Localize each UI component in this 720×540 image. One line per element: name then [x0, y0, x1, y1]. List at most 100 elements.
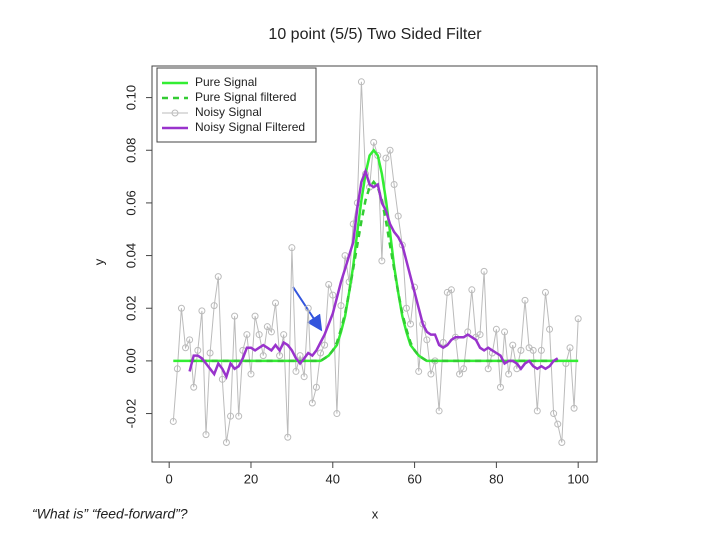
- series-point: [435, 407, 443, 415]
- annotation-arrow: [292, 286, 323, 332]
- series-point: [521, 296, 529, 304]
- legend-label: Noisy Signal: [195, 105, 262, 119]
- series-point: [378, 257, 386, 265]
- series-point: [492, 325, 500, 333]
- series-point: [267, 328, 275, 336]
- y-tick-label: 0.08: [123, 138, 138, 163]
- series-point: [574, 315, 582, 323]
- series-point: [333, 410, 341, 418]
- series-point: [169, 417, 177, 425]
- series-point: [566, 344, 574, 352]
- series-point: [468, 286, 476, 294]
- series-point: [415, 367, 423, 375]
- legend: [156, 67, 317, 143]
- series-point: [206, 349, 214, 357]
- series-point: [173, 365, 181, 373]
- x-tick-label: 80: [489, 471, 503, 486]
- series-point: [284, 433, 292, 441]
- series-point: [390, 180, 398, 188]
- series-point: [439, 338, 447, 346]
- series-point: [235, 412, 243, 420]
- series-point: [382, 154, 390, 162]
- series-point: [541, 288, 549, 296]
- x-axis-label: x: [372, 506, 379, 521]
- series-point: [325, 281, 333, 289]
- series-point: [288, 244, 296, 252]
- series-point: [329, 291, 337, 299]
- series-point: [304, 304, 312, 312]
- series-point: [296, 352, 304, 360]
- y-axis-label: y: [91, 258, 106, 265]
- series-line: [172, 81, 579, 443]
- legend-label: Noisy Signal Filtered: [195, 120, 305, 134]
- series-point: [496, 383, 504, 391]
- series-point: [300, 373, 308, 381]
- y-tick-label: -0.02: [123, 399, 138, 429]
- series-point: [406, 320, 414, 328]
- legend-label: Pure Signal: [195, 75, 257, 89]
- series-point: [190, 383, 198, 391]
- series-point: [550, 410, 558, 418]
- series-point: [570, 404, 578, 412]
- series-point: [321, 341, 329, 349]
- series-point: [222, 439, 230, 447]
- series-point: [456, 370, 464, 378]
- series-point: [537, 346, 545, 354]
- series-point: [476, 331, 484, 339]
- y-tick-label: 0.02: [123, 296, 138, 321]
- series-line: [188, 167, 559, 380]
- series-point: [386, 146, 394, 154]
- series-point: [308, 399, 316, 407]
- series-point: [263, 323, 271, 331]
- series-point: [394, 212, 402, 220]
- series-point: [210, 302, 218, 310]
- series-point: [255, 331, 263, 339]
- legend-label: Pure Signal filtered: [195, 90, 296, 104]
- x-tick-label: 20: [244, 471, 258, 486]
- series-point: [182, 344, 190, 352]
- series-point: [480, 267, 488, 275]
- series-point: [484, 365, 492, 373]
- series-point: [509, 341, 517, 349]
- series-point: [243, 331, 251, 339]
- series-point: [546, 325, 554, 333]
- series-point: [370, 138, 378, 146]
- series-point: [533, 407, 541, 415]
- series-point: [292, 367, 300, 375]
- series-point: [276, 352, 284, 360]
- legend-marker: [171, 109, 179, 117]
- series-point: [558, 439, 566, 447]
- series-point: [501, 328, 509, 336]
- series-point: [402, 304, 410, 312]
- series-point: [251, 312, 259, 320]
- series-point: [186, 336, 194, 344]
- series-point: [357, 78, 365, 86]
- y-tick-label: 0.06: [123, 190, 138, 215]
- series-point: [280, 331, 288, 339]
- x-tick-label: 100: [567, 471, 589, 486]
- series-point: [247, 370, 255, 378]
- series-point: [423, 336, 431, 344]
- series-point: [312, 383, 320, 391]
- series-point: [447, 286, 455, 294]
- series-point: [460, 365, 468, 373]
- series-point: [317, 349, 325, 357]
- series-point: [218, 375, 226, 383]
- series-point: [227, 412, 235, 420]
- series-point: [259, 352, 267, 360]
- chart-title: 10 point (5/5) Two Sided Filter: [268, 26, 482, 43]
- y-tick-label: 0.04: [123, 243, 138, 268]
- x-tick-label: 0: [166, 471, 173, 486]
- y-tick-label: 0.10: [123, 85, 138, 110]
- series-point: [427, 370, 435, 378]
- series-point: [529, 346, 537, 354]
- series-line: [189, 179, 558, 363]
- x-tick-label: 60: [407, 471, 421, 486]
- series-point: [505, 370, 513, 378]
- series-point: [214, 273, 222, 281]
- series-point: [337, 302, 345, 310]
- series-point: [272, 299, 280, 307]
- series-point: [231, 312, 239, 320]
- x-tick-label: 40: [326, 471, 340, 486]
